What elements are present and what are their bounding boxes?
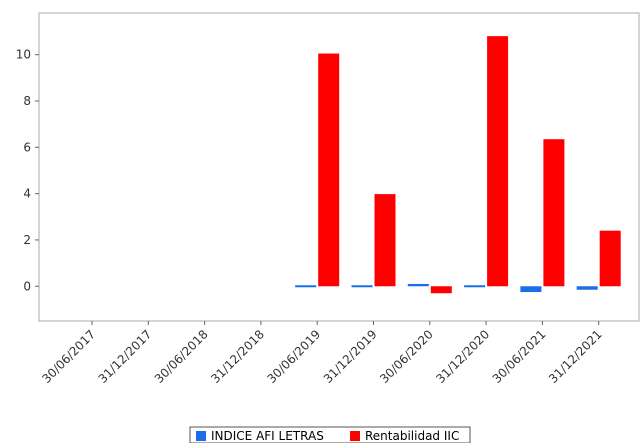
bar-rentabilidad-iic	[318, 53, 340, 287]
x-tick-label: 31/12/2019	[321, 327, 380, 386]
x-axis: 30/06/201731/12/201730/06/201831/12/2018…	[39, 321, 605, 386]
legend-box	[189, 426, 471, 443]
legend-label-indice-afi-letras: INDICE AFI LETRAS	[211, 429, 324, 443]
bar-rentabilidad-iic	[430, 286, 452, 294]
bar-rentabilidad-iic	[543, 139, 565, 287]
legend-label-rentabilidad-iic: Rentabilidad IIC	[365, 429, 459, 443]
bar-rentabilidad-iic	[487, 36, 509, 287]
bar-rentabilidad-iic	[599, 230, 621, 287]
bar-indice-afi-letras	[295, 285, 317, 288]
y-tick-label: 6	[23, 140, 31, 154]
bar-rentabilidad-iic	[374, 194, 396, 287]
legend-swatch-rentabilidad-iic	[350, 431, 360, 441]
x-tick-label: 30/06/2017	[39, 327, 98, 386]
y-tick-label: 4	[23, 187, 31, 201]
bar-indice-afi-letras	[520, 286, 542, 293]
x-tick-label: 31/12/2020	[433, 327, 492, 386]
bars	[295, 36, 621, 294]
y-tick-label: 8	[23, 94, 31, 108]
bar-indice-afi-letras	[407, 283, 429, 287]
x-tick-label: 31/12/2018	[208, 327, 267, 386]
y-tick-label: 2	[23, 233, 31, 247]
bar-indice-afi-letras	[351, 285, 373, 288]
x-tick-label: 31/12/2021	[546, 327, 605, 386]
x-tick-label: 30/06/2019	[265, 327, 324, 386]
y-tick-label: 0	[23, 279, 31, 293]
legend-swatch-indice-afi-letras	[196, 431, 206, 441]
y-axis: 0 2 4 6 8 10	[16, 48, 39, 293]
x-tick-label: 30/06/2020	[377, 327, 436, 386]
bar-indice-afi-letras	[576, 286, 598, 290]
bar-indice-afi-letras	[464, 285, 486, 288]
x-tick-label: 30/06/2018	[152, 327, 211, 386]
x-tick-label: 30/06/2021	[490, 327, 549, 386]
x-tick-label: 31/12/2017	[96, 327, 155, 386]
legend: INDICE AFI LETRAS Rentabilidad IIC	[189, 426, 471, 443]
y-tick-label: 10	[16, 48, 31, 62]
